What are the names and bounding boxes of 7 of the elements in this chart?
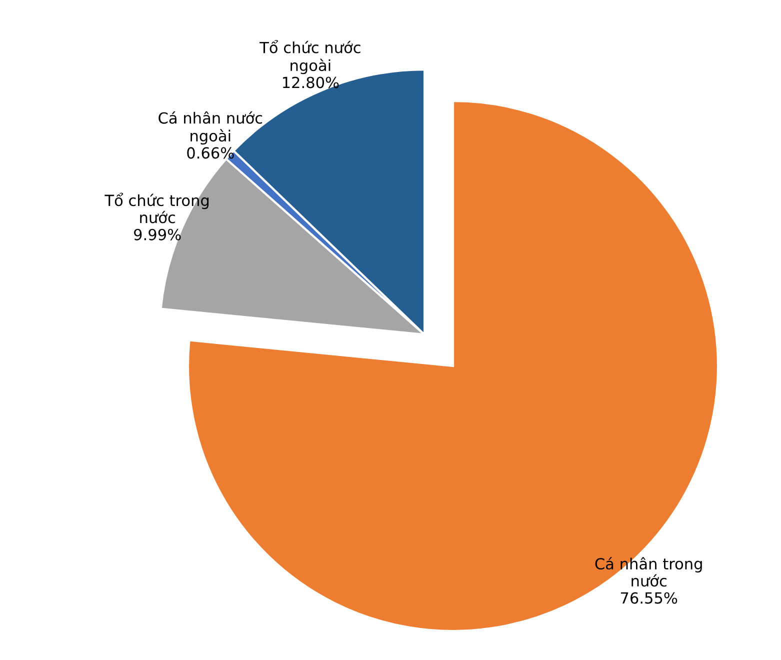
data-label: 12.80% (282, 76, 339, 88)
slice-label: Tổ chức nước ngoài (260, 40, 360, 74)
data-label: 0.66% (187, 147, 234, 159)
slice-label: Cá nhân nước ngoài (158, 111, 262, 145)
data-label: 76.55% (620, 592, 678, 604)
slice-label: Tổ chức trong nước (104, 192, 209, 224)
data-label: 9.99% (134, 228, 181, 240)
